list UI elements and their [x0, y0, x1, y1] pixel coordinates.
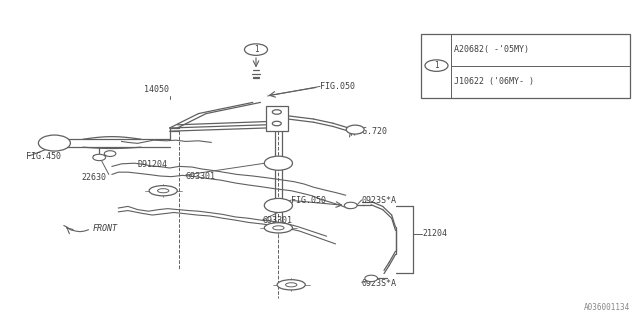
Ellipse shape — [285, 283, 297, 287]
Text: A036001134: A036001134 — [584, 303, 630, 312]
Text: FIG.450: FIG.450 — [26, 152, 61, 161]
Circle shape — [344, 202, 357, 209]
Ellipse shape — [277, 280, 305, 290]
Text: 1: 1 — [434, 61, 439, 70]
Circle shape — [104, 151, 116, 156]
Text: A20682( -'05MY): A20682( -'05MY) — [454, 45, 529, 54]
Circle shape — [425, 60, 448, 71]
Circle shape — [93, 154, 106, 161]
Circle shape — [244, 44, 268, 55]
Ellipse shape — [157, 189, 169, 193]
Circle shape — [264, 156, 292, 170]
Text: 14050: 14050 — [144, 85, 169, 94]
Text: FIG.050: FIG.050 — [291, 196, 326, 204]
Text: FRONT: FRONT — [93, 224, 118, 233]
Text: D91204: D91204 — [138, 160, 168, 169]
Ellipse shape — [149, 186, 177, 196]
Text: 21204: 21204 — [422, 229, 447, 238]
Text: 1: 1 — [253, 45, 259, 54]
Text: G93301: G93301 — [186, 172, 216, 180]
Text: J10622 ('06MY- ): J10622 ('06MY- ) — [454, 77, 534, 86]
Text: 22630: 22630 — [81, 173, 106, 182]
Bar — [421, 34, 630, 98]
Ellipse shape — [264, 223, 292, 233]
Circle shape — [365, 275, 378, 282]
Circle shape — [346, 125, 364, 134]
Text: 0923S*A: 0923S*A — [362, 279, 397, 288]
Circle shape — [272, 110, 282, 114]
Ellipse shape — [273, 226, 284, 230]
Text: FIG.050: FIG.050 — [320, 82, 355, 91]
Bar — [266, 106, 288, 131]
Text: G93301: G93301 — [262, 216, 292, 225]
Text: 0923S*A: 0923S*A — [362, 196, 397, 204]
Text: FIG.720: FIG.720 — [352, 127, 387, 136]
Circle shape — [38, 135, 70, 151]
Circle shape — [264, 198, 292, 212]
Circle shape — [272, 121, 282, 126]
